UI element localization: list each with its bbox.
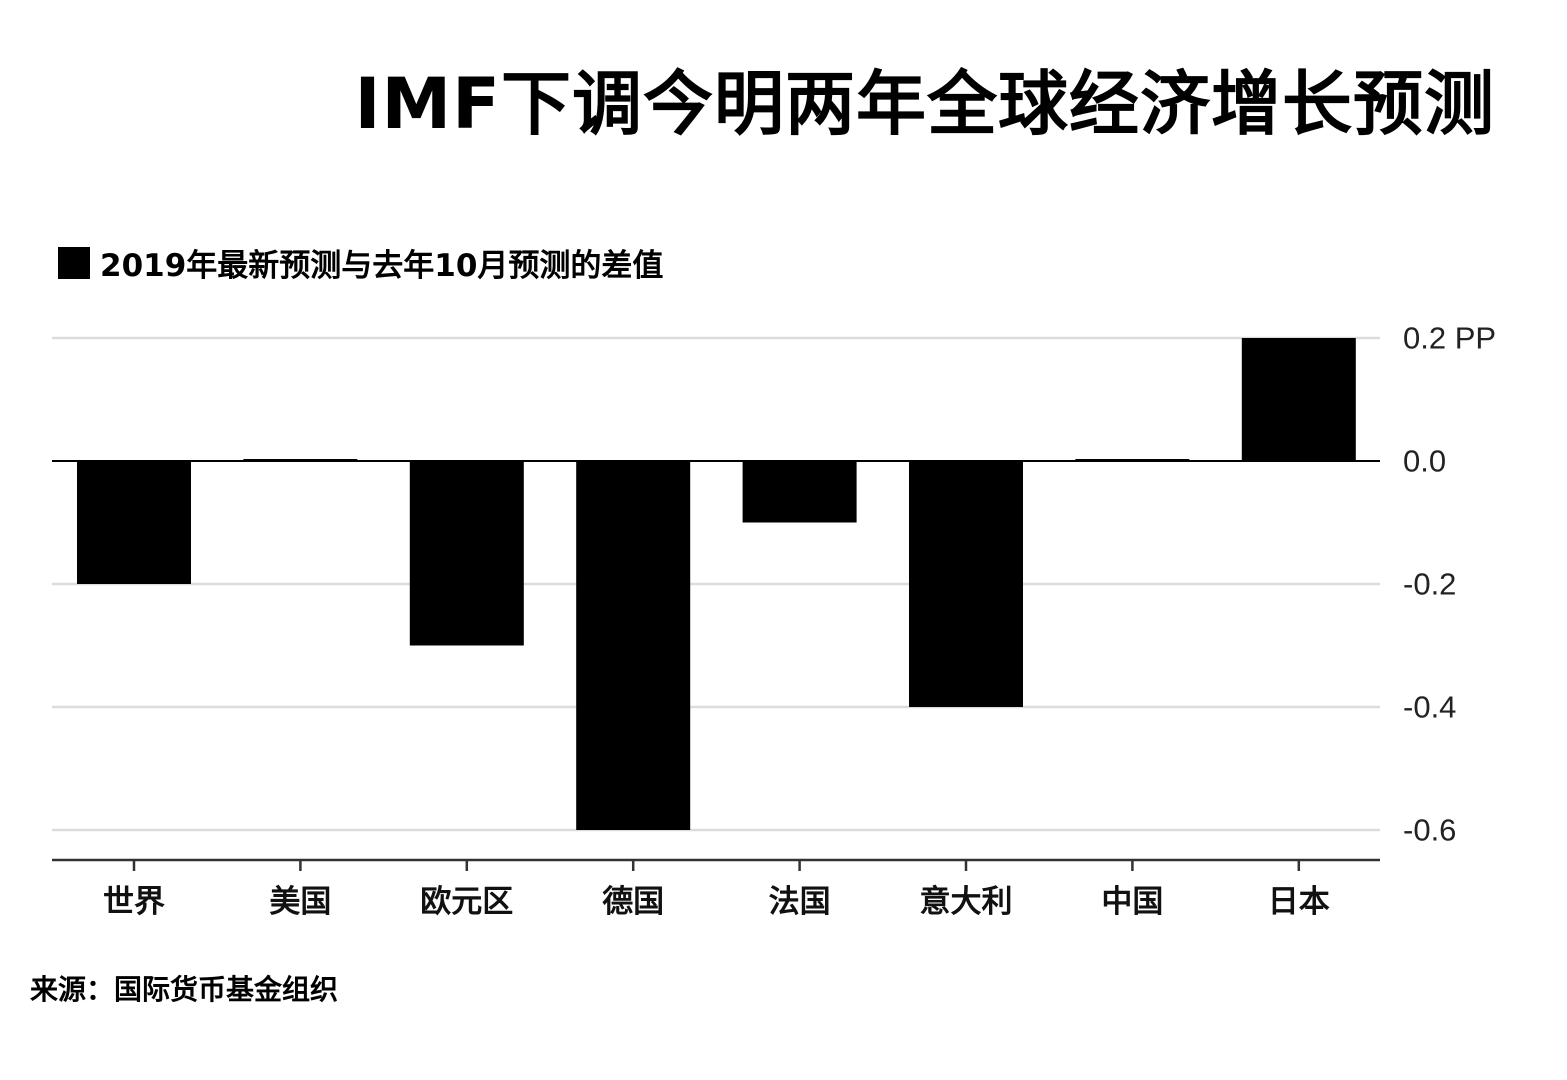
x-category-label: 欧元区 [420, 884, 513, 920]
y-tick-label: -0.2 [1403, 567, 1456, 602]
legend-swatch [58, 246, 90, 279]
legend: 2019年最新预测与去年10月预测的差值 [58, 240, 663, 285]
bar-6 [1075, 459, 1190, 462]
bar-1 [243, 459, 358, 462]
bar-3 [576, 461, 691, 830]
x-category-label: 世界 [103, 884, 165, 920]
x-category-label: 意大利 [920, 884, 1013, 920]
x-category-label: 日本 [1268, 884, 1330, 920]
legend-label: 2019年最新预测与去年10月预测的差值 [100, 248, 664, 284]
source-note: 来源：国际货币基金组织 [30, 973, 339, 1006]
bar-2 [409, 461, 524, 646]
x-category-label: 德国 [602, 884, 664, 920]
bar-0 [77, 461, 191, 584]
x-category-label: 法国 [769, 884, 831, 920]
x-category-label: 美国 [269, 884, 331, 920]
bar-5 [909, 461, 1023, 707]
y-tick-label: 0.2 PP [1403, 321, 1496, 356]
y-tick-label: -0.6 [1403, 813, 1456, 848]
bar-7 [1241, 338, 1356, 461]
y-tick-label: 0.0 [1403, 444, 1446, 479]
bar-4 [742, 461, 857, 523]
y-tick-label: -0.4 [1403, 690, 1456, 725]
x-category-label: 中国 [1101, 884, 1163, 920]
chart-title: IMF下调今明两年全球经济增长预测 [354, 63, 1495, 145]
